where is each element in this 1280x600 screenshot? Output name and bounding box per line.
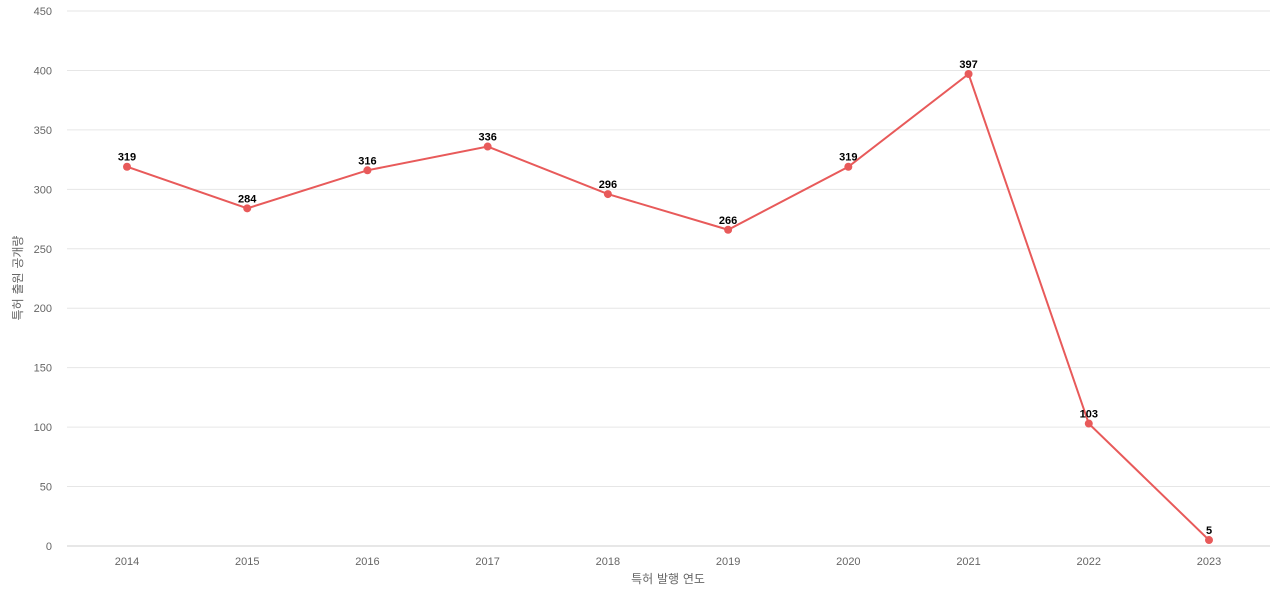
data-label: 397	[959, 59, 977, 71]
y-tick-label: 200	[34, 303, 52, 315]
x-tick-label: 2014	[115, 556, 139, 568]
x-tick-label: 2016	[355, 556, 379, 568]
grid-layer	[67, 10, 1270, 547]
y-tick-label: 450	[34, 6, 52, 18]
data-label: 284	[238, 193, 257, 205]
x-axis-ticks: 2014 2015 2016 2017 2018 2019 2020 2021 2022 2023	[115, 556, 1221, 568]
y-tick-label: 400	[34, 65, 52, 77]
data-point	[1084, 419, 1093, 428]
data-point	[1205, 536, 1213, 545]
data-point	[844, 162, 853, 171]
y-tick-label: 50	[40, 482, 52, 494]
data-label: 266	[719, 215, 737, 227]
series-line	[126, 72, 1210, 541]
data-point	[603, 190, 612, 199]
data-label: 336	[478, 132, 496, 144]
data-label: 296	[599, 179, 617, 191]
data-label: 5	[1206, 525, 1212, 537]
data-label: 319	[839, 152, 857, 164]
x-tick-label: 2022	[1077, 556, 1101, 568]
data-point	[363, 166, 372, 175]
x-tick-label: 2019	[716, 556, 740, 568]
data-label: 319	[118, 152, 136, 164]
y-tick-label: 0	[46, 541, 52, 553]
x-tick-label: 2020	[836, 556, 860, 568]
data-point	[243, 204, 252, 213]
y-tick-label: 100	[34, 422, 52, 434]
x-axis-title: 특허 발행 연도	[631, 571, 705, 586]
data-point	[964, 70, 973, 79]
y-axis-ticks: 0 50 100 150 200 250 300 350 400 450	[34, 6, 52, 553]
x-tick-label: 2023	[1197, 556, 1221, 568]
y-axis-title: 특허 출원 공개량	[11, 236, 25, 321]
series-layer	[123, 70, 1213, 545]
data-point	[724, 225, 733, 234]
x-tick-label: 2017	[475, 556, 499, 568]
y-tick-label: 350	[34, 125, 52, 137]
data-label: 103	[1080, 409, 1098, 421]
y-tick-label: 150	[34, 363, 52, 375]
y-tick-label: 300	[34, 184, 52, 196]
data-labels: 319 284 316 336 296 266 319 397 103 5	[118, 59, 1212, 537]
x-tick-label: 2018	[596, 556, 620, 568]
y-tick-label: 250	[34, 244, 52, 256]
data-point	[123, 162, 131, 171]
x-tick-label: 2021	[956, 556, 980, 568]
data-point	[483, 142, 492, 151]
data-label: 316	[358, 155, 376, 167]
x-tick-label: 2015	[235, 556, 259, 568]
